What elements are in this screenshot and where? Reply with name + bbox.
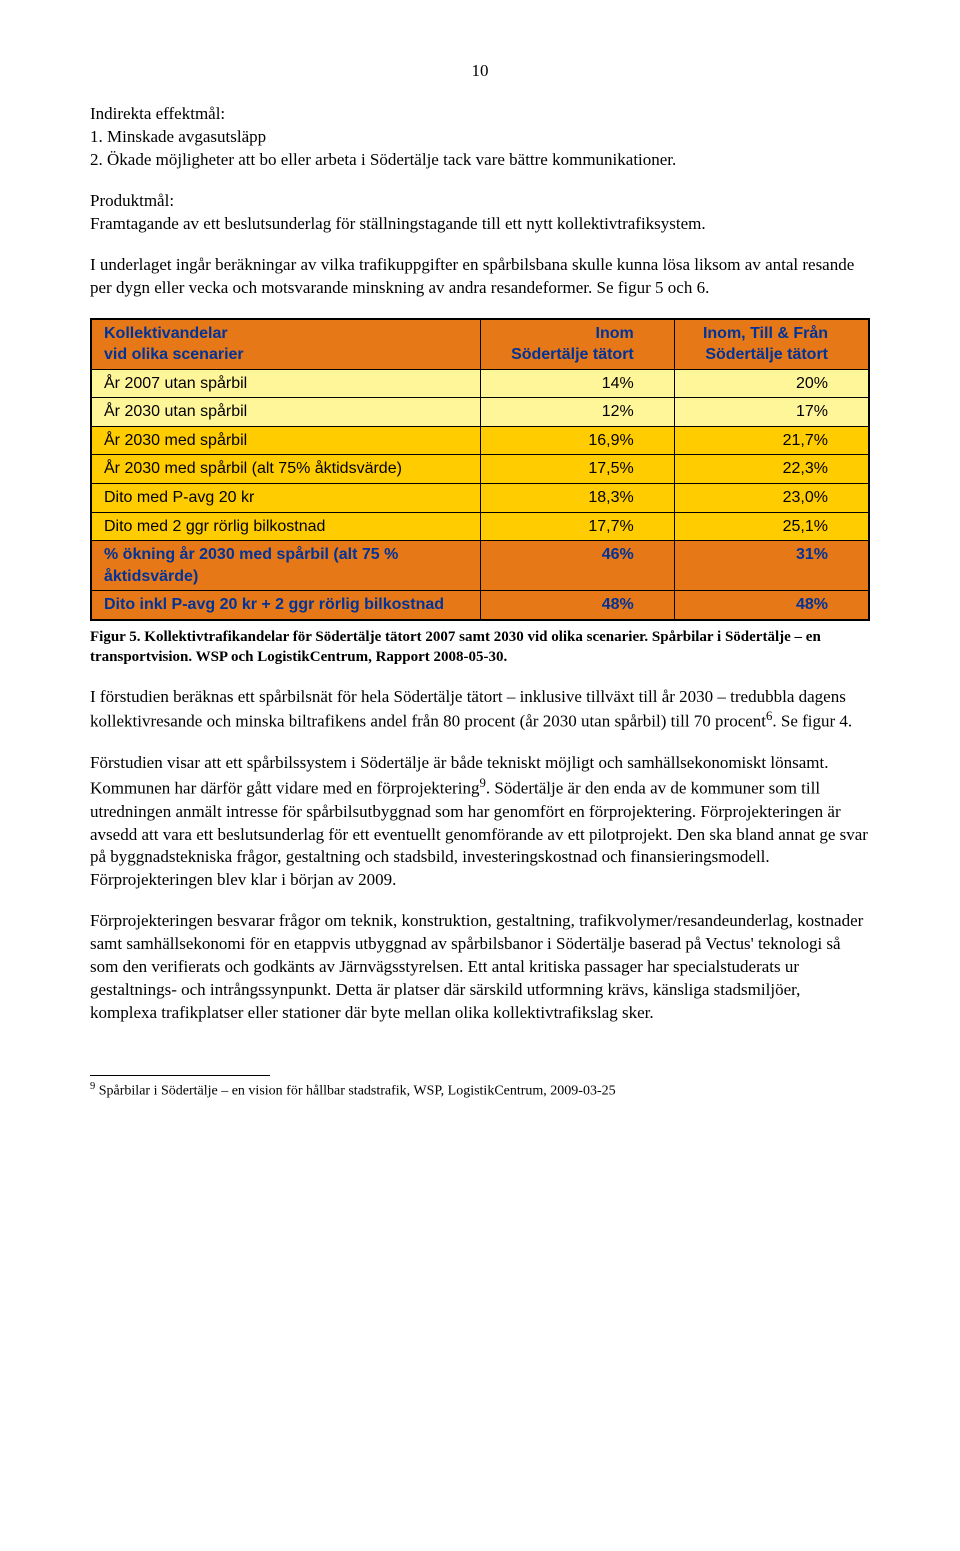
text: 2. Ökade möjligheter att bo eller arbeta… bbox=[90, 150, 676, 169]
table-cell: 23,0% bbox=[674, 484, 868, 513]
text: Produktmål: bbox=[90, 191, 174, 210]
table-cell: Dito inkl P-avg 20 kr + 2 ggr rörlig bil… bbox=[92, 591, 481, 620]
table-cell: Dito med P-avg 20 kr bbox=[92, 484, 481, 513]
table-cell: 17% bbox=[674, 398, 868, 427]
text: Inom, Till & Från bbox=[703, 325, 828, 342]
table-cell: År 2030 med spårbil (alt 75% åktidsvärde… bbox=[92, 455, 481, 484]
table-cell: 18,3% bbox=[480, 484, 674, 513]
paragraph-effektmal: Indirekta effektmål: 1. Minskade avgasut… bbox=[90, 103, 870, 172]
table-cell: 48% bbox=[674, 591, 868, 620]
table-cell: 12% bbox=[480, 398, 674, 427]
page-number: 10 bbox=[90, 60, 870, 83]
table-row: År 2030 med spårbil16,9%21,7% bbox=[92, 426, 869, 455]
table-cell: 14% bbox=[480, 369, 674, 398]
table-row: Dito med P-avg 20 kr18,3%23,0% bbox=[92, 484, 869, 513]
table-kollektivandelar: Kollektivandelar vid olika scenarier Ino… bbox=[90, 318, 870, 622]
table-row: År 2030 utan spårbil12%17% bbox=[92, 398, 869, 427]
table-row: Dito inkl P-avg 20 kr + 2 ggr rörlig bil… bbox=[92, 591, 869, 620]
text: Södertälje tätort bbox=[705, 346, 828, 363]
table-cell: 17,5% bbox=[480, 455, 674, 484]
header-cell: Inom Södertälje tätort bbox=[480, 319, 674, 369]
table-cell: 25,1% bbox=[674, 512, 868, 541]
table-cell: År 2030 med spårbil bbox=[92, 426, 481, 455]
table-cell: Dito med 2 ggr rörlig bilkostnad bbox=[92, 512, 481, 541]
text: Framtagande av ett beslutsunderlag för s… bbox=[90, 214, 706, 233]
table-cell: 20% bbox=[674, 369, 868, 398]
footnote-text: Spårbilar i Södertälje – en vision för h… bbox=[95, 1084, 615, 1099]
table-cell: År 2007 utan spårbil bbox=[92, 369, 481, 398]
table-cell: År 2030 utan spårbil bbox=[92, 398, 481, 427]
text: Indirekta effektmål: bbox=[90, 104, 225, 123]
table-row: År 2030 med spårbil (alt 75% åktidsvärde… bbox=[92, 455, 869, 484]
footnote-separator bbox=[90, 1075, 270, 1076]
table-cell: 46% bbox=[480, 541, 674, 591]
table-head: Kollektivandelar vid olika scenarier Ino… bbox=[92, 319, 869, 369]
text: Inom bbox=[596, 325, 634, 342]
page-content: 10 Indirekta effektmål: 1. Minskade avga… bbox=[0, 0, 960, 1142]
footnote: 9 Spårbilar i Södertälje – en vision för… bbox=[90, 1080, 870, 1102]
paragraph-forstudie-sparbil: Förstudien visar att ett spårbilssystem … bbox=[90, 752, 870, 892]
data-table: Kollektivandelar vid olika scenarier Ino… bbox=[91, 319, 869, 621]
table-row: År 2007 utan spårbil14%20% bbox=[92, 369, 869, 398]
header-cell: Inom, Till & Från Södertälje tätort bbox=[674, 319, 868, 369]
text: vid olika scenarier bbox=[104, 346, 244, 363]
paragraph-forprojektering: Förprojekteringen besvarar frågor om tek… bbox=[90, 910, 870, 1025]
table-cell: 48% bbox=[480, 591, 674, 620]
text: I förstudien beräknas ett spårbilsnät fö… bbox=[90, 687, 846, 732]
paragraph-produktmal: Produktmål: Framtagande av ett beslutsun… bbox=[90, 190, 870, 236]
text: Kollektivandelar bbox=[104, 325, 228, 342]
header-cell: Kollektivandelar vid olika scenarier bbox=[92, 319, 481, 369]
table-row: % ökning år 2030 med spårbil (alt 75 % å… bbox=[92, 541, 869, 591]
figure-caption: Figur 5. Kollektivtrafikandelar för Söde… bbox=[90, 627, 870, 668]
paragraph-forstudie: I förstudien beräknas ett spårbilsnät fö… bbox=[90, 686, 870, 735]
paragraph-underlag: I underlaget ingår beräkningar av vilka … bbox=[90, 254, 870, 300]
text: . Se figur 4. bbox=[772, 712, 852, 731]
table-cell: 22,3% bbox=[674, 455, 868, 484]
table-cell: 16,9% bbox=[480, 426, 674, 455]
table-cell: 31% bbox=[674, 541, 868, 591]
text: Södertälje tätort bbox=[511, 346, 634, 363]
text: 1. Minskade avgasutsläpp bbox=[90, 127, 266, 146]
table-cell: % ökning år 2030 med spårbil (alt 75 % å… bbox=[92, 541, 481, 591]
table-cell: 17,7% bbox=[480, 512, 674, 541]
table-body: År 2007 utan spårbil14%20%År 2030 utan s… bbox=[92, 369, 869, 619]
table-row: Dito med 2 ggr rörlig bilkostnad17,7%25,… bbox=[92, 512, 869, 541]
table-cell: 21,7% bbox=[674, 426, 868, 455]
